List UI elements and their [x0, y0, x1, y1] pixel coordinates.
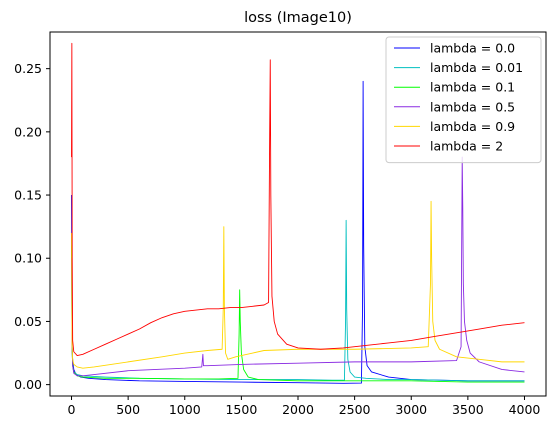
x-tick-label: 2000: [282, 402, 314, 417]
chart-title: loss (Image10): [244, 10, 352, 26]
x-tick-label: 3000: [395, 402, 427, 417]
y-tick-label: 0.15: [14, 188, 42, 203]
x-tick-label: 4000: [509, 402, 541, 417]
y-tick-label: 0.25: [14, 61, 42, 76]
x-axis: 0 500 1000 1500 2000 2500 3000 3500 4000: [68, 396, 541, 417]
y-tick-label: 0.20: [14, 124, 42, 139]
x-tick-label: 1500: [225, 402, 257, 417]
y-tick-label: 0.00: [14, 377, 42, 392]
x-tick-label: 500: [116, 402, 140, 417]
y-axis: 0.00 0.05 0.10 0.15 0.20 0.25: [14, 61, 50, 392]
series-layer: [71, 42, 525, 384]
legend-label: lambda = 0.1: [430, 80, 515, 95]
series-line-lambda-0-9: [71, 200, 525, 369]
legend-label: lambda = 0.5: [430, 99, 515, 114]
legend-label: lambda = 0.01: [430, 60, 523, 75]
series-line-lambda-2: [71, 42, 525, 357]
x-tick-label: 2500: [339, 402, 371, 417]
legend-label: lambda = 0.0: [430, 41, 515, 56]
legend: lambda = 0.0 lambda = 0.01 lambda = 0.1 lam…: [385, 36, 542, 164]
legend-label: lambda = 2: [430, 139, 503, 154]
x-tick-label: 1000: [169, 402, 201, 417]
x-tick-label: 0: [68, 402, 76, 417]
x-tick-label: 3500: [452, 402, 484, 417]
legend-label: lambda = 0.9: [430, 119, 515, 134]
legend-box: [385, 36, 542, 164]
series-line-lambda-0-01: [71, 219, 525, 382]
y-tick-label: 0.05: [14, 314, 42, 329]
y-tick-label: 0.10: [14, 251, 42, 266]
